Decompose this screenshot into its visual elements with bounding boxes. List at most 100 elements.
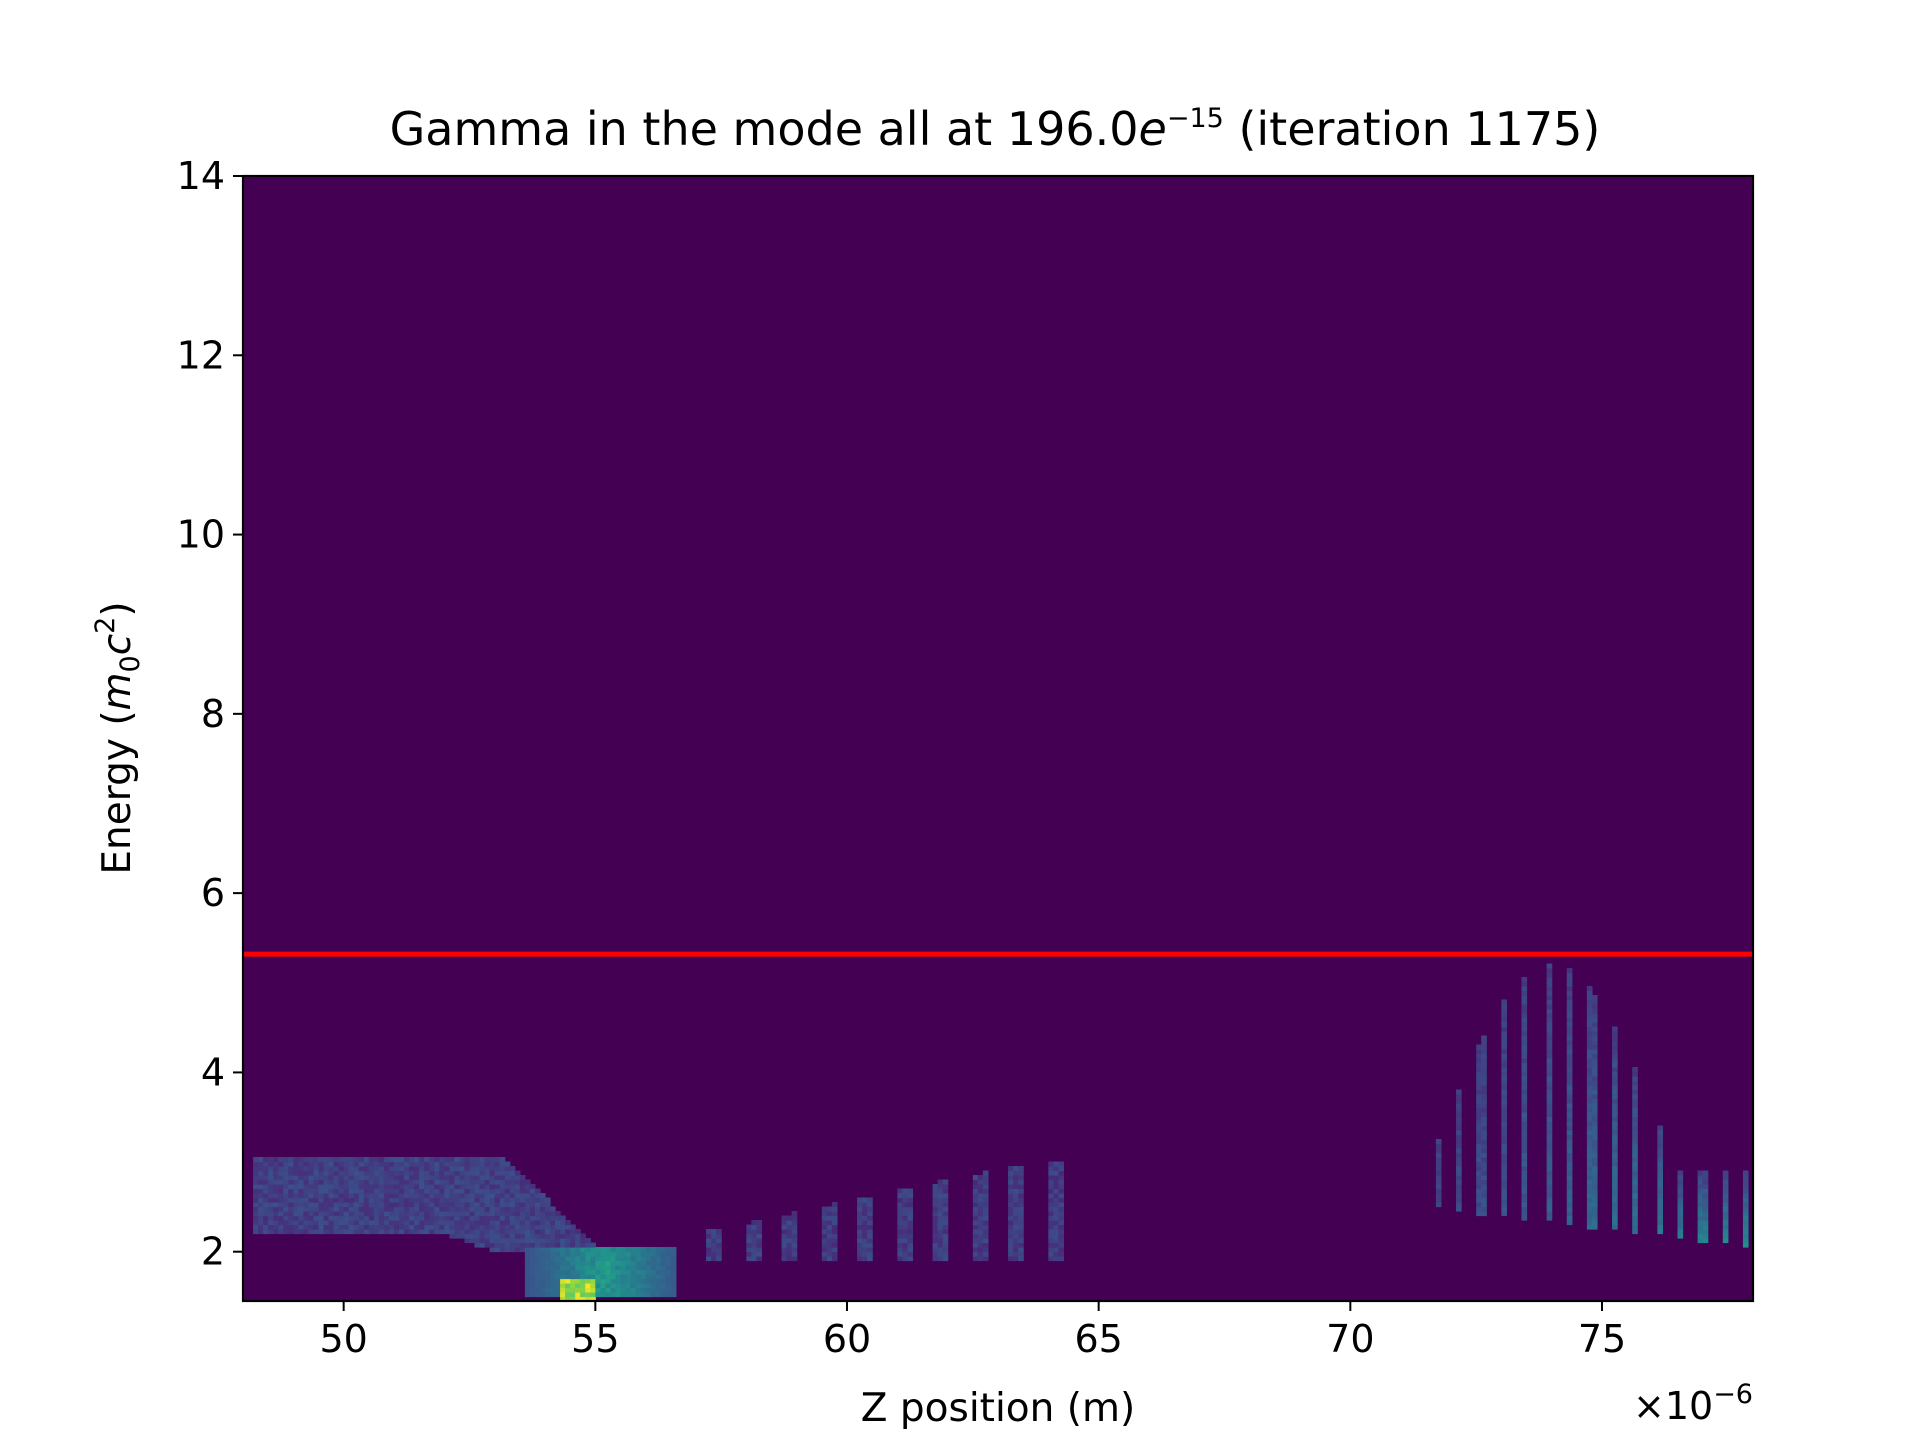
heatmap-cell [464,1166,471,1172]
heatmap-cell [519,1188,526,1194]
heatmap-cell [1546,1053,1553,1059]
heatmap-cell [404,1157,410,1163]
heatmap-cell [1566,1098,1573,1104]
heatmap-cell [1476,1193,1482,1199]
heatmap-cell [982,1220,989,1226]
heatmap-cell [273,1184,279,1190]
heatmap-cell [1742,1238,1749,1244]
heatmap-cell [444,1220,450,1226]
heatmap-cell [504,1224,511,1230]
heatmap-cell [499,1247,506,1253]
heatmap-cell [499,1229,506,1235]
heatmap-cell [1435,1193,1442,1199]
heatmap-cell [1501,1152,1507,1158]
heatmap-cell [1435,1139,1442,1145]
heatmap-cell [1632,1224,1638,1230]
heatmap-cell [504,1206,511,1212]
heatmap-cell [424,1193,430,1199]
heatmap-cell [600,1283,606,1289]
heatmap-cell [373,1193,380,1199]
heatmap-cell [434,1229,440,1235]
heatmap-cell [625,1265,632,1271]
heatmap-cell [444,1193,450,1199]
heatmap-cell [1591,1008,1598,1014]
heatmap-cell [585,1265,591,1271]
heatmap-cell [283,1193,289,1199]
heatmap-cell [333,1157,340,1163]
heatmap-cell [469,1211,476,1217]
heatmap-cell [474,1215,481,1221]
heatmap-cell [1742,1215,1749,1221]
y-axis-label: Energy (m0c2) [90,601,146,874]
heatmap-cell [524,1229,531,1235]
heatmap-cell [1018,1206,1024,1212]
heatmap-cell [907,1229,914,1235]
heatmap-cell [1456,1193,1462,1199]
heatmap-cell [388,1161,395,1167]
heatmap-cell [283,1229,289,1235]
heatmap-cell [434,1188,440,1194]
heatmap-cell [560,1296,566,1301]
heatmap-cell [373,1224,380,1230]
heatmap-cell [1013,1251,1019,1257]
heatmap-cell [404,1229,410,1235]
heatmap-cell [313,1229,320,1235]
heatmap-cell [474,1175,481,1181]
heatmap-cell [499,1170,506,1176]
heatmap-cell [474,1211,481,1217]
heatmap-cell [897,1215,903,1221]
heatmap-cell [665,1256,672,1262]
heatmap-cell [414,1197,420,1203]
heatmap-cell [1521,1026,1528,1032]
heatmap-cell [786,1247,793,1253]
heatmap-cell [821,1206,828,1212]
heatmap-cell [439,1211,445,1217]
heatmap-cell [1008,1256,1014,1262]
heatmap-cell [1546,1071,1553,1077]
heatmap-cell [1048,1206,1054,1212]
heatmap-cell [1435,1161,1442,1167]
heatmap-cell [409,1175,415,1181]
heatmap-cell [343,1206,350,1212]
heatmap-cell [1521,1175,1528,1181]
heatmap-cell [348,1220,355,1226]
heatmap-cell [645,1251,652,1257]
heatmap-cell [565,1265,571,1271]
heatmap-cell [1521,1211,1528,1217]
heatmap-cell [1612,1058,1618,1064]
heatmap-cell [1018,1238,1024,1244]
heatmap-cell [323,1188,330,1194]
heatmap-cell [449,1206,455,1212]
heatmap-cell [409,1211,415,1217]
heatmap-cell [404,1193,410,1199]
heatmap-cell [711,1247,717,1253]
heatmap-cell [650,1287,657,1293]
heatmap-cell [897,1206,903,1212]
heatmap-cell [509,1202,516,1208]
heatmap-cell [857,1215,863,1221]
heatmap-cell [1586,995,1593,1001]
heatmap-cell [937,1206,944,1212]
heatmap-cell [509,1188,516,1194]
heatmap-cell [253,1211,259,1217]
heatmap-cell [1632,1116,1638,1122]
heatmap-cell [494,1184,501,1190]
heatmap-cell [534,1287,541,1293]
heatmap-cell [1566,1197,1573,1203]
heatmap-cell [469,1197,476,1203]
heatmap-cell [595,1265,601,1271]
heatmap-cell [1612,1049,1618,1055]
heatmap-cell [1008,1229,1014,1235]
heatmap-cell [268,1215,274,1221]
heatmap-cell [1521,1215,1528,1221]
heatmap-cell [494,1161,501,1167]
heatmap-cell [585,1269,591,1275]
heatmap-cell [363,1206,370,1212]
heatmap-cell [560,1269,566,1275]
heatmap-cell [580,1251,586,1257]
heatmap-cell [519,1229,526,1235]
heatmap-cell [519,1224,526,1230]
heatmap-cell [484,1193,491,1199]
heatmap-cell [932,1197,939,1203]
heatmap-cell [575,1283,581,1289]
